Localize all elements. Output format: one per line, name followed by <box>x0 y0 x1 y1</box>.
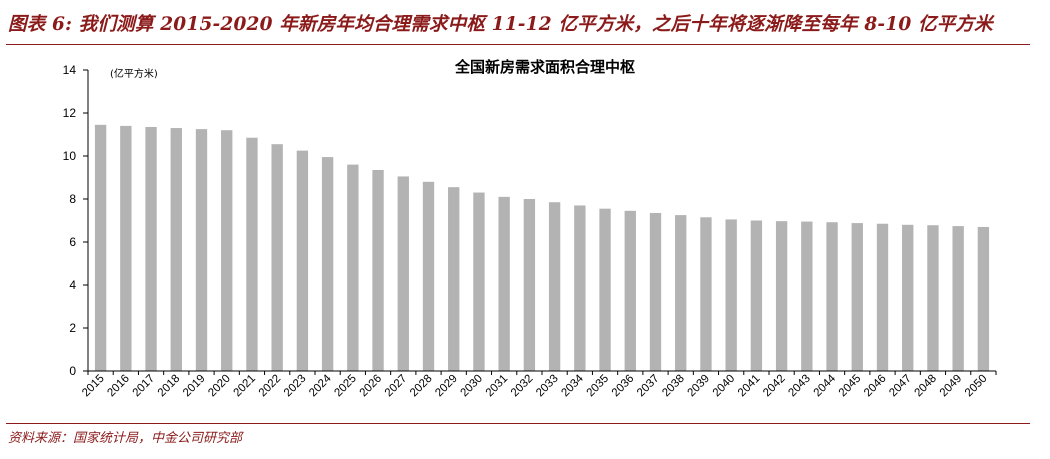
bar-2029 <box>448 187 460 371</box>
x-tick-label: 2039 <box>685 373 712 400</box>
x-tick-label: 2020 <box>206 373 233 400</box>
bar-2016 <box>120 125 132 372</box>
x-tick-label: 2046 <box>862 373 889 400</box>
y-tick-label: 6 <box>69 235 76 249</box>
bar-2028 <box>422 181 435 371</box>
bar-2026 <box>372 169 384 371</box>
x-tick-label: 2034 <box>559 372 586 399</box>
x-tick-label: 2022 <box>257 373 284 400</box>
x-tick-label: 2024 <box>307 372 334 399</box>
bar-2017 <box>145 126 157 371</box>
x-tick-label: 2023 <box>282 373 309 400</box>
title-divider <box>6 44 1030 45</box>
y-tick-label: 8 <box>69 192 76 206</box>
figure-title: 图表 6: 我们测算 2015-2020 年新房年均合理需求中枢 11-12 亿… <box>8 14 993 35</box>
bar-2020 <box>221 130 233 371</box>
x-tick-label: 2032 <box>509 373 536 400</box>
x-tick-label: 2025 <box>332 373 359 400</box>
x-tick-label: 2043 <box>786 373 813 400</box>
bar-2025 <box>347 164 359 371</box>
bar-2040 <box>725 219 737 371</box>
bar-2030 <box>473 192 485 371</box>
y-tick-label: 12 <box>63 106 77 120</box>
bar-2046 <box>876 223 889 371</box>
y-tick-label: 10 <box>63 149 77 163</box>
source-note: 资料来源：国家统计局，中金公司研究部 <box>8 431 243 446</box>
bar-2015 <box>94 124 107 371</box>
bar-2037 <box>649 212 662 371</box>
y-tick-label: 0 <box>69 364 76 378</box>
bar-2048 <box>927 225 939 371</box>
x-tick-label: 2033 <box>534 373 561 400</box>
x-tick-label: 2038 <box>660 373 687 400</box>
x-tick-label: 2045 <box>837 373 864 400</box>
x-tick-label: 2018 <box>156 373 183 400</box>
x-tick-label: 2029 <box>433 373 460 400</box>
x-tick-label: 2036 <box>610 373 637 400</box>
x-tick-label: 2048 <box>912 373 939 400</box>
x-tick-label: 2030 <box>458 373 485 400</box>
y-axis-unit-label: (亿平方米) <box>110 67 158 80</box>
x-tick-label: 2040 <box>711 373 738 400</box>
bar-2031 <box>498 196 510 371</box>
x-tick-label: 2044 <box>812 372 839 399</box>
bar-2035 <box>599 208 611 371</box>
y-tick-label: 2 <box>69 321 76 335</box>
x-tick-label: 2026 <box>358 373 385 400</box>
x-tick-label: 2027 <box>383 373 410 400</box>
bar-series <box>94 124 990 372</box>
x-tick-label: 2021 <box>231 373 258 400</box>
y-axis: 0 2 4 6 8 10 12 14 <box>63 63 89 378</box>
bar-2044 <box>826 222 838 371</box>
x-tick-label: 2049 <box>938 373 965 400</box>
bar-2024 <box>321 157 334 371</box>
x-tick-label: 2016 <box>105 373 132 400</box>
bar-2018 <box>170 128 182 371</box>
bar-2022 <box>271 144 283 371</box>
x-tick-label: 2028 <box>408 373 435 400</box>
bar-2039 <box>700 217 712 371</box>
bar-2021 <box>246 137 258 371</box>
bar-2027 <box>397 176 409 371</box>
bar-2032 <box>523 199 536 371</box>
x-tick-label: 2037 <box>635 373 662 400</box>
bar-2033 <box>548 202 561 371</box>
bar-2034 <box>574 205 586 371</box>
bar-2041 <box>750 220 763 371</box>
x-axis: 2015201620172018201920202021202220232024… <box>80 370 997 400</box>
bar-2050 <box>977 226 990 371</box>
bar-2042 <box>775 221 788 371</box>
x-tick-label: 2042 <box>761 373 788 400</box>
x-tick-label: 2031 <box>484 373 511 400</box>
bar-2038 <box>675 215 687 371</box>
bar-2023 <box>296 150 309 371</box>
y-tick-label: 14 <box>63 63 77 77</box>
bar-2043 <box>801 221 813 371</box>
x-tick-label: 2015 <box>80 373 107 400</box>
y-tick-label: 4 <box>69 278 76 292</box>
source-divider <box>6 423 1030 424</box>
bar-2019 <box>195 129 208 371</box>
x-tick-label: 2047 <box>887 373 914 400</box>
bar-2036 <box>624 210 636 371</box>
x-tick-label: 2019 <box>181 373 208 400</box>
bar-2047 <box>902 224 914 371</box>
x-tick-label: 2017 <box>131 373 158 400</box>
x-tick-label: 2050 <box>963 373 990 400</box>
chart-title: 全国新房需求面积合理中枢 <box>454 58 635 76</box>
x-tick-label: 2041 <box>736 373 763 400</box>
bar-2049 <box>952 226 964 371</box>
x-tick-label: 2035 <box>585 373 612 400</box>
bar-2045 <box>851 223 863 371</box>
